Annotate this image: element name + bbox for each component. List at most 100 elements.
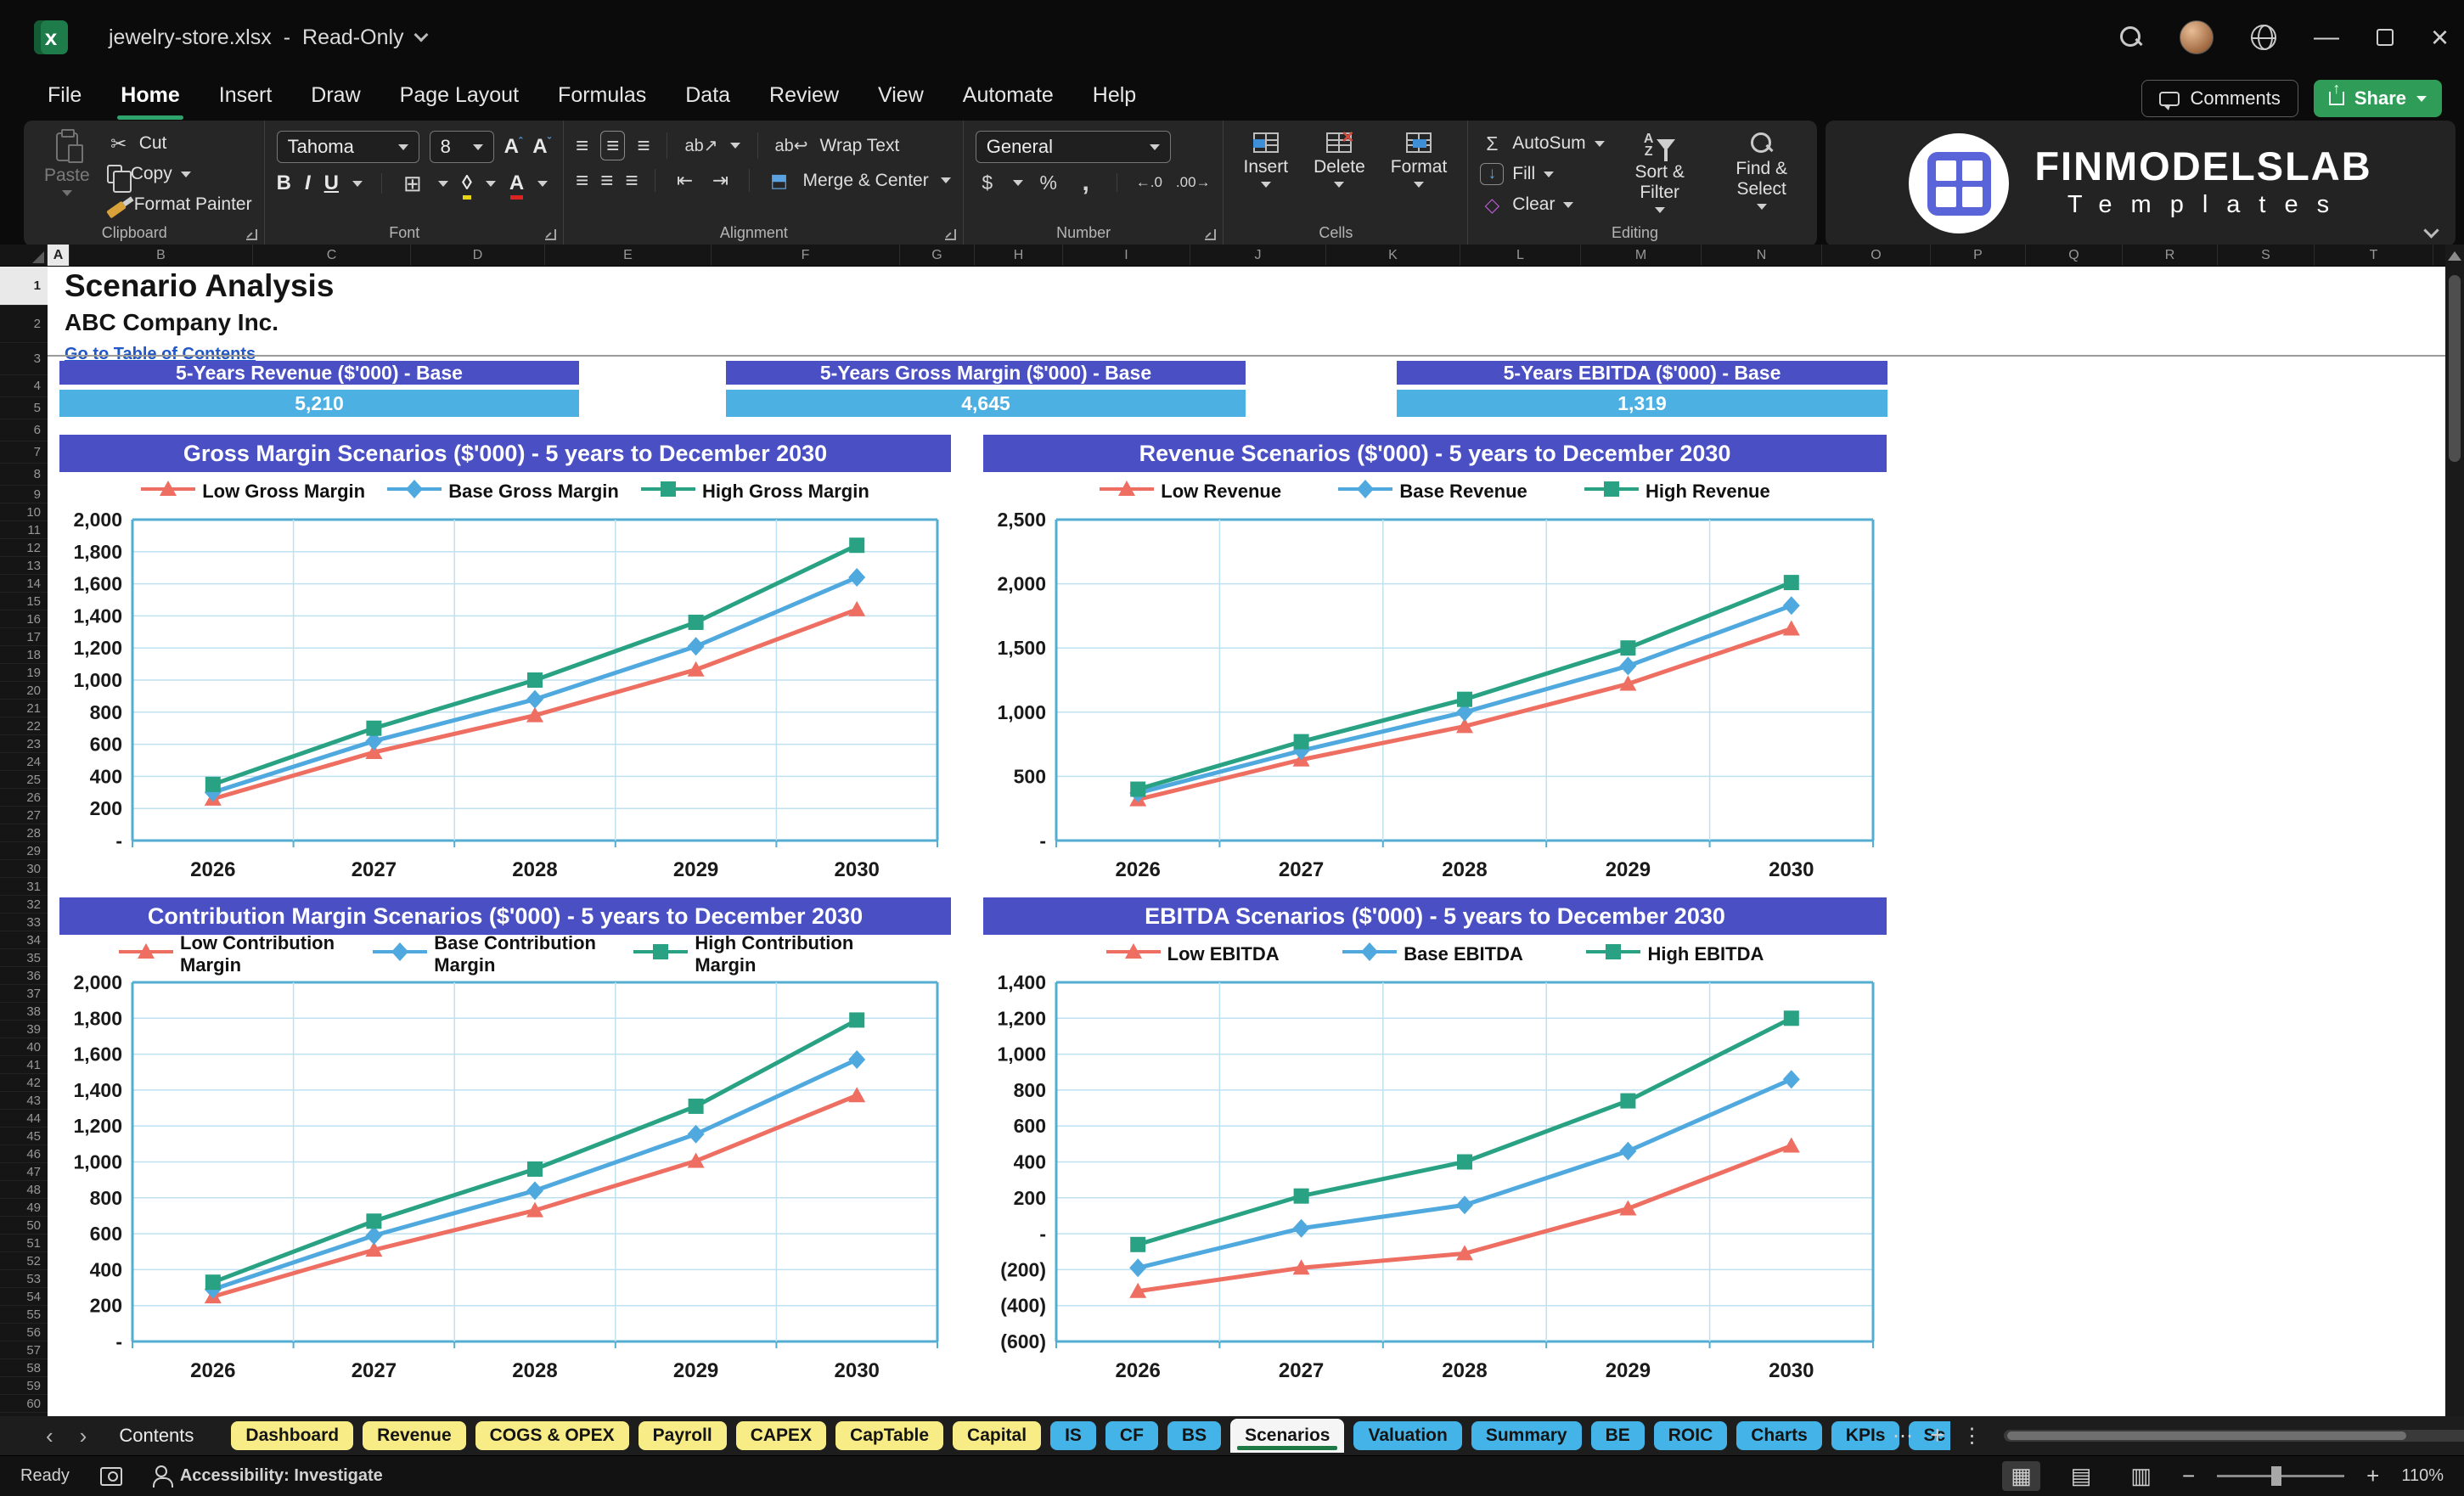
row-header-32[interactable]: 32	[0, 896, 48, 914]
column-header-d[interactable]: D	[411, 245, 545, 266]
decrease-decimal-button[interactable]: .00→	[1175, 174, 1211, 190]
search-icon[interactable]	[2119, 26, 2142, 48]
sheet-tab-payroll[interactable]: Payroll	[638, 1421, 727, 1450]
cut-button[interactable]: ✂ Cut	[107, 131, 252, 156]
format-cells-button[interactable]: Format	[1382, 131, 1456, 189]
menu-tab-draw[interactable]: Draw	[311, 82, 361, 107]
number-format-combo[interactable]: General	[975, 131, 1171, 163]
select-all-corner[interactable]	[0, 245, 48, 266]
prev-sheet-button[interactable]: ‹	[46, 1422, 53, 1448]
menu-tab-page-layout[interactable]: Page Layout	[399, 82, 520, 107]
decrease-indent-button[interactable]: ⇤	[676, 169, 694, 191]
row-header-15[interactable]: 15	[0, 593, 48, 610]
sheet-tab-revenue[interactable]: Revenue	[363, 1421, 466, 1450]
column-header-l[interactable]: L	[1460, 245, 1581, 266]
column-header-j[interactable]: J	[1190, 245, 1326, 266]
column-header-f[interactable]: F	[712, 245, 900, 266]
row-header-31[interactable]: 31	[0, 878, 48, 896]
row-header-24[interactable]: 24	[0, 753, 48, 771]
sheet-tab-sc[interactable]: Sc	[1909, 1421, 1951, 1450]
align-top-button[interactable]: ≡	[575, 132, 589, 158]
row-header-20[interactable]: 20	[0, 682, 48, 700]
menu-tab-help[interactable]: Help	[1092, 82, 1137, 107]
format-painter-button[interactable]: Format Painter	[105, 192, 252, 219]
row-header-38[interactable]: 38	[0, 1003, 48, 1021]
row-header-19[interactable]: 19	[0, 664, 48, 682]
zoom-slider-thumb[interactable]	[2271, 1466, 2282, 1486]
borders-button[interactable]: ⊞	[403, 170, 422, 196]
row-header-35[interactable]: 35	[0, 949, 48, 967]
menu-tab-view[interactable]: View	[878, 82, 924, 107]
italic-button[interactable]: I	[304, 172, 311, 194]
font-dialog-launcher-icon[interactable]	[544, 229, 556, 240]
document-title[interactable]: jewelry-store.xlsx - Read-Only	[109, 25, 429, 50]
row-header-39[interactable]: 39	[0, 1021, 48, 1038]
globe-icon[interactable]	[2250, 25, 2276, 50]
row-header-34[interactable]: 34	[0, 931, 48, 949]
normal-view-button[interactable]: ▦	[2002, 1461, 2040, 1491]
row-header-16[interactable]: 16	[0, 610, 48, 628]
sheet-tab-captable[interactable]: CapTable	[835, 1421, 944, 1450]
row-header-54[interactable]: 54	[0, 1288, 48, 1306]
chart-canvas[interactable]: 2,000 1,800 1,600 1,400 1,200 1,000 800 600 400 2…	[59, 511, 951, 885]
autosum-button[interactable]: Σ AutoSum	[1480, 131, 1605, 156]
row-header-9[interactable]: 9	[0, 486, 48, 503]
row-header-44[interactable]: 44	[0, 1110, 48, 1128]
zoom-in-button[interactable]: +	[2366, 1463, 2380, 1488]
row-header-48[interactable]: 48	[0, 1181, 48, 1199]
column-header-k[interactable]: K	[1326, 245, 1460, 266]
maximize-button[interactable]	[2376, 29, 2394, 46]
row-header-10[interactable]: 10	[0, 503, 48, 521]
fill-color-button[interactable]: ◊	[461, 172, 472, 194]
clear-button[interactable]: ◇ Clear	[1480, 192, 1604, 217]
column-header-n[interactable]: N	[1702, 245, 1822, 266]
chart-canvas[interactable]: 2,500 2,000 1,500 1,000 500 - 2026 2027 2028 2029…	[983, 511, 1887, 885]
column-header-g[interactable]: G	[900, 245, 975, 266]
horizontal-scrollbar[interactable]	[2003, 1430, 2464, 1442]
row-header-43[interactable]: 43	[0, 1092, 48, 1110]
menu-tab-insert[interactable]: Insert	[218, 82, 273, 107]
row-header-46[interactable]: 46	[0, 1145, 48, 1163]
row-headers[interactable]: 1 2 3 4 5 6 7 8 9 10 11 12 13 14 15 16 17 18 19 20 21 22 23 24 2…	[0, 267, 48, 1416]
column-header-q[interactable]: Q	[2026, 245, 2123, 266]
sheet-tab-capex[interactable]: CAPEX	[735, 1421, 827, 1450]
column-header-i[interactable]: I	[1063, 245, 1190, 266]
zoom-out-button[interactable]: −	[2181, 1463, 2196, 1488]
row-header-6[interactable]: 6	[0, 419, 48, 441]
column-header-r[interactable]: R	[2123, 245, 2218, 266]
align-right-button[interactable]: ≡	[625, 167, 639, 193]
menu-tab-automate[interactable]: Automate	[962, 82, 1054, 107]
align-middle-button[interactable]: ≡	[600, 131, 626, 160]
sheet-options-button[interactable]: ⋮	[1961, 1424, 1983, 1448]
horizontal-scroll-thumb[interactable]	[2006, 1431, 2406, 1440]
macro-record-icon[interactable]	[99, 1466, 122, 1486]
sheet-tab-summary[interactable]: Summary	[1471, 1421, 1582, 1450]
percent-button[interactable]: %	[1039, 171, 1057, 194]
row-header-51[interactable]: 51	[0, 1234, 48, 1252]
row-header-18[interactable]: 18	[0, 646, 48, 664]
bold-button[interactable]: B	[276, 172, 291, 194]
sheet-tab-cogs-opex[interactable]: COGS & OPEX	[475, 1421, 629, 1450]
row-header-8[interactable]: 8	[0, 464, 48, 486]
sheet-tab-be[interactable]: BE	[1590, 1421, 1645, 1450]
row-header-22[interactable]: 22	[0, 717, 48, 735]
row-header-59[interactable]: 59	[0, 1377, 48, 1395]
row-header-7[interactable]: 7	[0, 441, 48, 464]
row-header-52[interactable]: 52	[0, 1252, 48, 1270]
menu-tab-review[interactable]: Review	[769, 82, 840, 107]
chart-canvas[interactable]: 1,400 1,200 1,000 800 600 400 200 - (200) (400) (6…	[983, 974, 1887, 1386]
row-header-4[interactable]: 4	[0, 375, 48, 397]
worksheet[interactable]: Scenario Analysis ABC Company Inc. Go to…	[48, 267, 2445, 1416]
delete-cells-button[interactable]: Delete	[1305, 127, 1374, 189]
paste-button[interactable]: Paste	[36, 129, 98, 198]
column-header-h[interactable]: H	[975, 245, 1063, 266]
row-header-30[interactable]: 30	[0, 860, 48, 878]
accessibility-status[interactable]: Accessibility: Investigate	[179, 1466, 383, 1485]
increase-decimal-button[interactable]: ←.0	[1135, 174, 1162, 190]
row-header-3[interactable]: 3	[0, 343, 48, 375]
align-left-button[interactable]: ≡	[575, 167, 589, 193]
row-header-58[interactable]: 58	[0, 1359, 48, 1377]
find-select-button[interactable]: Find & Select	[1715, 131, 1809, 211]
align-bottom-button[interactable]: ≡	[637, 132, 650, 158]
zoom-slider[interactable]	[2217, 1466, 2345, 1486]
